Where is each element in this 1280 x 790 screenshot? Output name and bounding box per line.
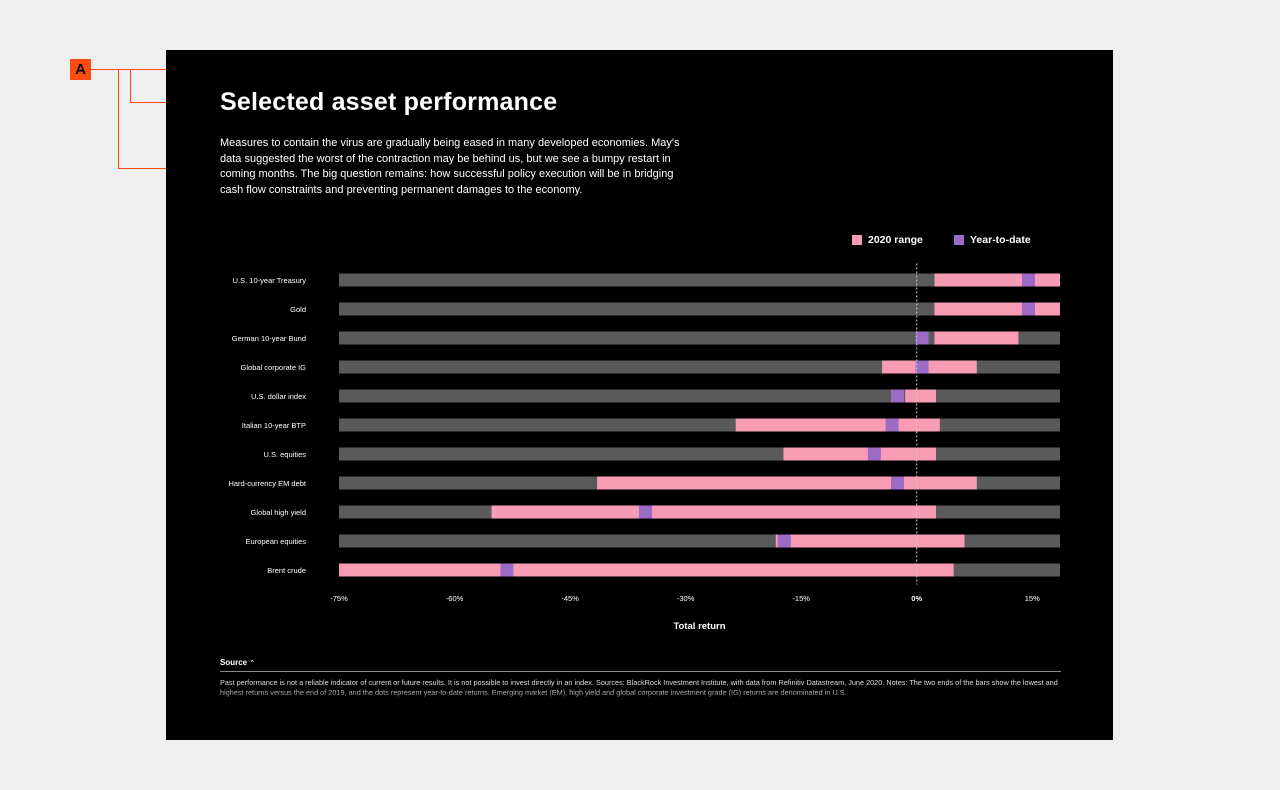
x-axis-title: Total return (673, 621, 725, 632)
source-label: Source (220, 658, 248, 667)
category-label: U.S. equities (263, 450, 306, 459)
annotation-lead-line (118, 69, 119, 169)
category-label: Italian 10-year BTP (242, 421, 306, 430)
bar-track (339, 273, 1060, 287)
range-bar (491, 505, 936, 519)
ytd-marker (1021, 302, 1035, 316)
bar-track (339, 447, 1060, 461)
range-bar (934, 302, 1060, 316)
x-tick-label: -30% (677, 594, 695, 603)
category-label: U.S. 10-year Treasury (233, 276, 307, 285)
category-label: Global high yield (251, 508, 306, 517)
x-tick-label: -60% (446, 594, 464, 603)
annotation-lead-line (91, 69, 188, 70)
x-tick-label: -75% (330, 594, 348, 603)
range-bar (775, 534, 965, 548)
x-tick-label: -45% (561, 594, 579, 603)
range-bar (735, 418, 940, 432)
range-bar (934, 273, 1060, 287)
intro-paragraph: Measures to contain the virus are gradua… (220, 137, 680, 196)
legend-item-range: 2020 range (852, 234, 923, 246)
category-label: Hard-currency EM debt (228, 479, 306, 488)
ytd-marker (890, 389, 904, 403)
annotation-lead-line (118, 168, 187, 169)
ytd-marker (867, 447, 881, 461)
page-title: Selected asset performance (220, 88, 558, 116)
bar-track (339, 360, 1060, 374)
x-tick-label: 15% (1025, 594, 1040, 603)
category-label: U.S. dollar index (251, 392, 306, 401)
category-label: German 10-year Bund (232, 334, 306, 343)
chart-panel: Selected asset performance Measures to c… (166, 50, 1113, 740)
annotation-lead-line (130, 69, 131, 103)
legend-swatch-ytd (954, 235, 964, 245)
legend-swatch-range (852, 235, 862, 245)
chevron-up-icon: ⌃ (249, 660, 256, 667)
legend-label-ytd: Year-to-date (970, 234, 1031, 246)
ytd-marker (915, 360, 929, 374)
source-text: Past performance is not a reliable indic… (220, 678, 1058, 697)
range-bar (597, 476, 977, 490)
bar-track (339, 302, 1060, 316)
ytd-marker (885, 418, 899, 432)
ytd-marker (777, 534, 791, 548)
ytd-marker (915, 331, 929, 345)
bar-track (339, 331, 1060, 345)
annotation-lead-line (130, 102, 187, 103)
range-bar-chart: U.S. 10-year Treasury Gold German 10-year … (228, 263, 1060, 632)
bar-track (339, 418, 1060, 432)
legend-label-range: 2020 range (868, 234, 923, 246)
ytd-marker (639, 505, 653, 519)
range-bar (934, 331, 1019, 345)
ytd-marker (500, 563, 514, 577)
range-bar (882, 360, 977, 374)
x-tick-label: -15% (792, 594, 810, 603)
range-bar (339, 563, 954, 577)
bar-track (339, 389, 1060, 403)
x-tick-label: 0% (911, 594, 922, 603)
legend-item-ytd: Year-to-date (954, 234, 1031, 246)
category-label: Brent crude (267, 566, 306, 575)
annotation-marker-a: A (70, 59, 91, 80)
range-bar (783, 447, 936, 461)
category-label: Gold (290, 305, 306, 314)
category-label: Global corporate IG (241, 363, 307, 372)
source-block: Source ⌃ Past performance is not a relia… (220, 658, 1061, 698)
ytd-marker (1021, 273, 1035, 287)
ytd-marker (890, 476, 904, 490)
source-toggle[interactable]: Source ⌃ (220, 658, 1061, 672)
range-bar (905, 389, 936, 403)
category-label: European equities (246, 537, 307, 546)
